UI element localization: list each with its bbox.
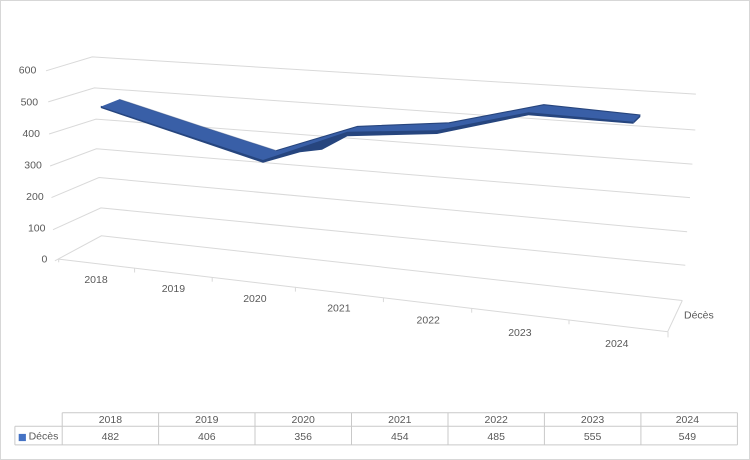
svg-text:482: 482 — [102, 431, 120, 443]
svg-text:555: 555 — [584, 431, 602, 443]
svg-text:0: 0 — [41, 253, 47, 265]
svg-text:2020: 2020 — [243, 293, 267, 305]
svg-text:Décès: Décès — [684, 310, 714, 322]
svg-text:2018: 2018 — [99, 414, 123, 426]
svg-text:2022: 2022 — [417, 314, 441, 326]
svg-text:2021: 2021 — [388, 414, 412, 426]
svg-text:2022: 2022 — [485, 414, 509, 426]
svg-text:549: 549 — [679, 431, 697, 443]
svg-text:Décès: Décès — [29, 431, 59, 443]
svg-text:2024: 2024 — [676, 414, 700, 426]
svg-text:2021: 2021 — [327, 303, 351, 315]
svg-text:600: 600 — [19, 65, 37, 77]
svg-text:454: 454 — [391, 431, 409, 443]
svg-text:400: 400 — [22, 128, 40, 140]
svg-text:406: 406 — [198, 431, 216, 443]
svg-text:500: 500 — [21, 96, 39, 108]
svg-text:200: 200 — [26, 191, 44, 203]
svg-text:2023: 2023 — [581, 414, 605, 426]
svg-text:485: 485 — [487, 431, 505, 443]
svg-text:2019: 2019 — [162, 283, 186, 295]
svg-text:2018: 2018 — [84, 274, 108, 286]
svg-text:2023: 2023 — [508, 327, 532, 339]
svg-text:2020: 2020 — [292, 414, 316, 426]
svg-text:2019: 2019 — [195, 414, 219, 426]
svg-text:356: 356 — [294, 431, 312, 443]
svg-text:100: 100 — [28, 222, 46, 234]
svg-text:300: 300 — [24, 160, 42, 172]
svg-text:2024: 2024 — [605, 338, 629, 350]
